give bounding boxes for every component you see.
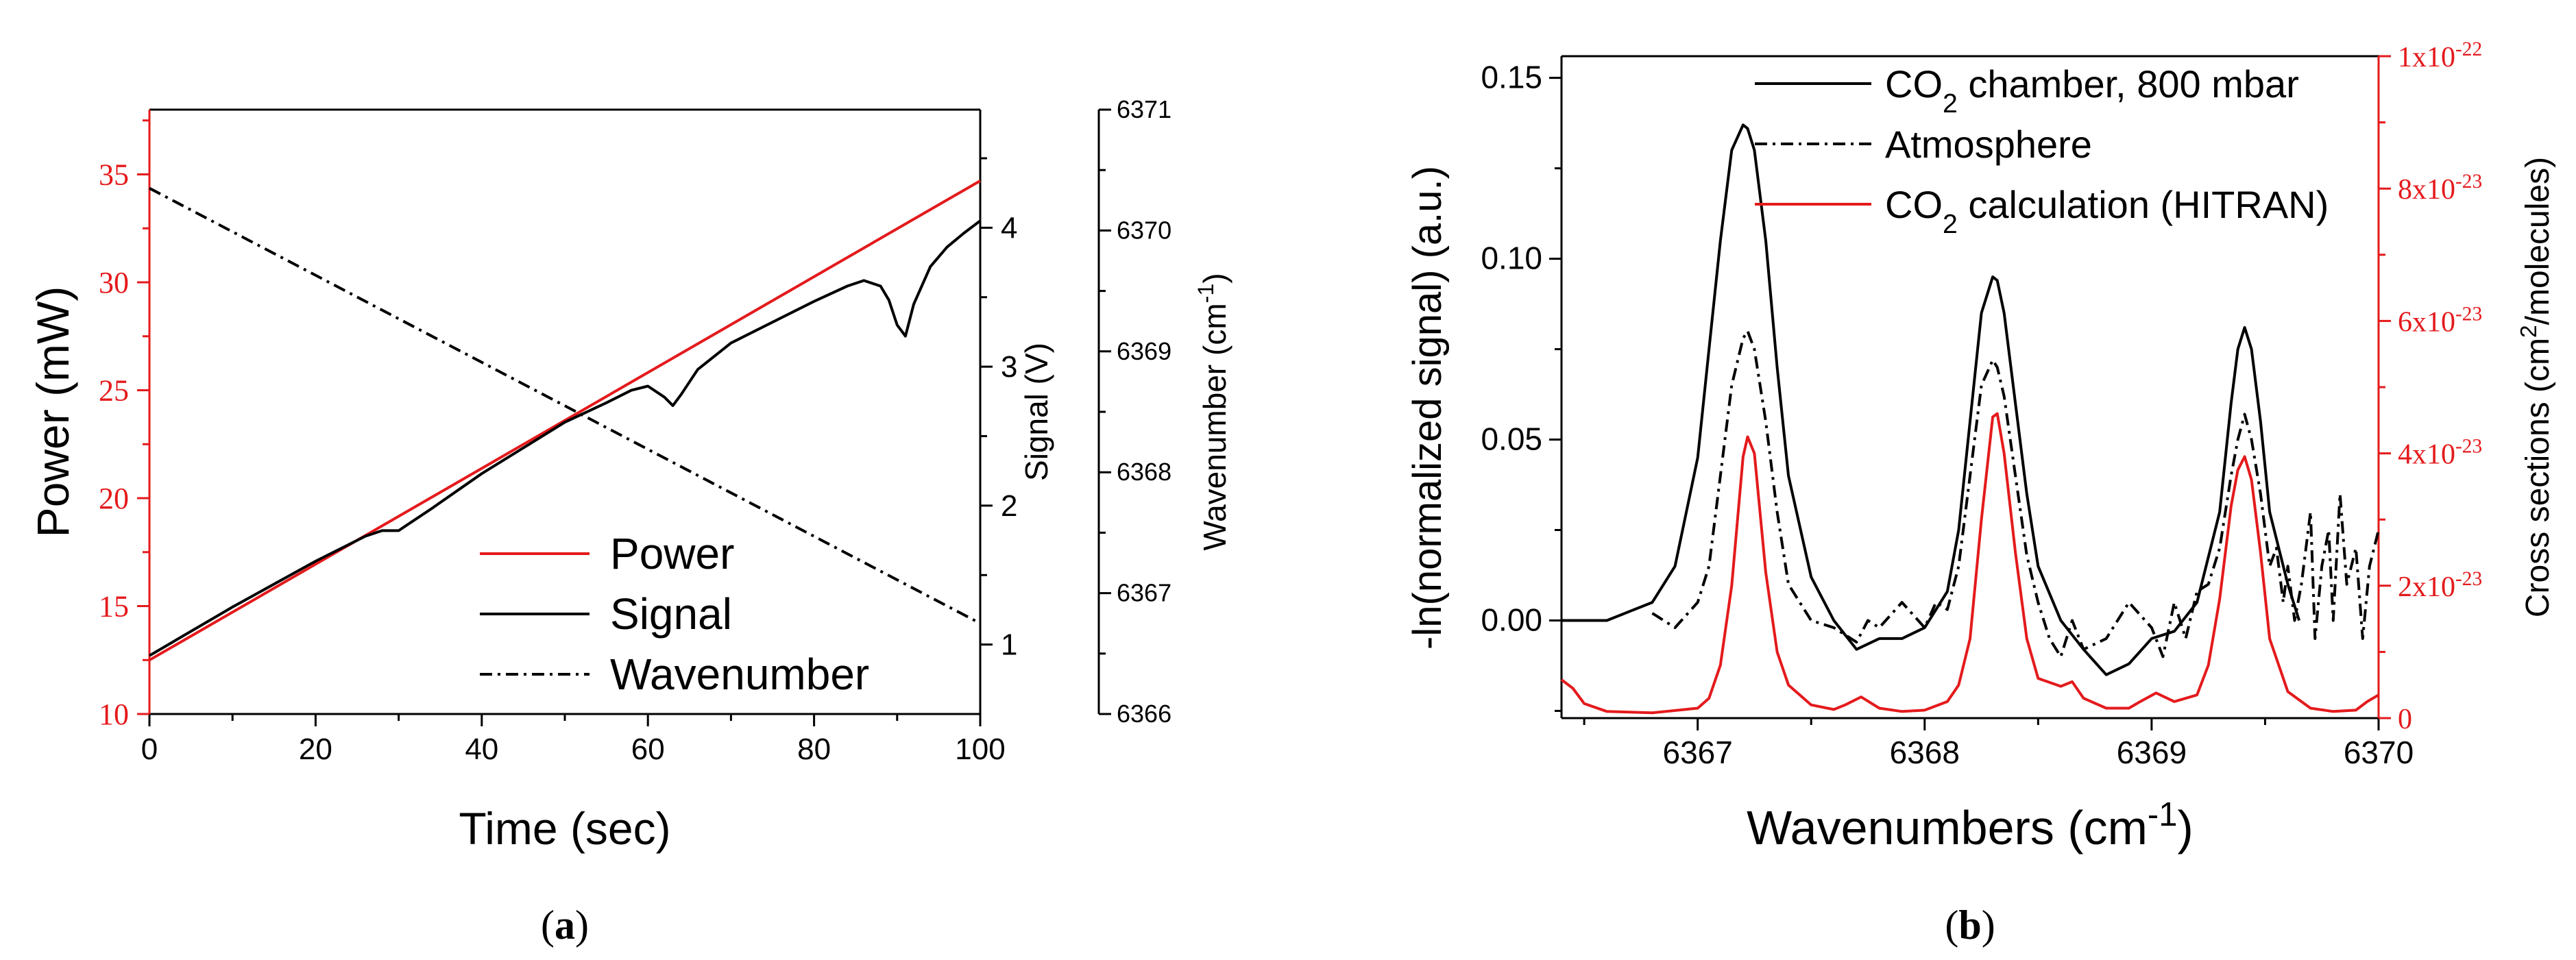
legend-entry: Atmosphere	[1885, 123, 2092, 166]
series-line-power	[149, 180, 981, 662]
x-tick-label: 6369	[2117, 735, 2187, 770]
signal-tick-label: 4	[1001, 211, 1017, 245]
panel-a: 0 20 40 60 80 100 Time (sec) 10 15 20 25 30 35 Power …	[27, 95, 1232, 948]
panel-b: 6367 6368 6369 6370 Wavenumbers (cm-1) 0.00 0.…	[1405, 38, 2556, 948]
left-tick-label: 0.05	[1481, 421, 1542, 457]
wavenumber-tick-label: 6368	[1117, 458, 1171, 486]
x-axis-title: Wavenumbers (cm-1)	[1747, 796, 2194, 854]
x-tick-label: 0	[141, 733, 158, 766]
right-tick-label: 2x10-23	[2398, 568, 2482, 603]
wavenumber-tick-label: 6367	[1117, 579, 1171, 607]
series-line-signal	[148, 219, 982, 657]
series-line-1	[1562, 123, 2301, 676]
x-axis-title: Time (sec)	[459, 803, 670, 854]
left-tick-label: 0.15	[1481, 60, 1542, 95]
power-tick-label: 20	[99, 482, 129, 515]
x-tick-label: 40	[465, 733, 498, 766]
series-line-3	[1560, 412, 2380, 715]
left-axis-title: -ln(normalized signal) (a.u.)	[1405, 166, 1450, 650]
x-tick-label: 60	[631, 733, 665, 766]
signal-tick-label: 1	[1001, 628, 1017, 662]
x-tick-label: 6367	[1662, 735, 1732, 770]
wavenumber-tick-label: 6371	[1117, 95, 1171, 123]
left-tick-label: 0.10	[1481, 241, 1542, 276]
x-tick-label: 20	[299, 733, 332, 766]
right-tick-label: 0	[2398, 704, 2412, 735]
power-tick-label: 35	[99, 158, 129, 192]
signal-tick-label: 3	[1001, 350, 1017, 384]
left-tick-label: 0.00	[1481, 602, 1542, 637]
signal-axis-title: Signal (V)	[1019, 343, 1054, 481]
wavenumber-tick-label: 6370	[1117, 216, 1171, 244]
right-tick-label: 1x10-22	[2398, 38, 2482, 73]
power-tick-label: 30	[99, 266, 129, 299]
x-tick-label: 6370	[2344, 735, 2414, 770]
power-tick-label: 25	[99, 374, 129, 408]
legend-entry-signal: Signal	[610, 589, 732, 639]
series-line-2	[1651, 330, 2380, 659]
legend-entry-wavenumber: Wavenumber	[610, 650, 869, 699]
legend-entry-power: Power	[610, 529, 734, 578]
wavenumber-tick-label: 6369	[1117, 337, 1171, 365]
series-line-wavenumber	[149, 186, 981, 625]
x-tick-label: 6368	[1890, 735, 1960, 770]
power-tick-label: 10	[99, 698, 129, 731]
right-tick-label: 6x10-23	[2398, 303, 2482, 338]
x-tick-label: 100	[955, 733, 1005, 766]
signal-tick-label: 2	[1001, 489, 1017, 523]
legend-entry: CO2 chamber, 800 mbar	[1885, 62, 2299, 119]
legend-entry: CO2 calculation (HITRAN)	[1885, 183, 2329, 239]
power-axis-title: Power (mW)	[27, 286, 78, 538]
right-tick-label: 8x10-23	[2398, 171, 2482, 206]
right-axis-title: Cross sections (cm2/molecules)	[2516, 157, 2557, 617]
wavenumber-tick-label: 6366	[1117, 700, 1171, 728]
panel-label-a: (a)	[541, 902, 589, 948]
right-tick-label: 4x10-23	[2398, 436, 2482, 471]
wavenumber-axis-title: Wavenumber (cm-1)	[1193, 273, 1232, 550]
x-tick-label: 80	[797, 733, 831, 766]
panel-label-b: (b)	[1945, 902, 1995, 948]
power-tick-label: 15	[99, 590, 129, 624]
